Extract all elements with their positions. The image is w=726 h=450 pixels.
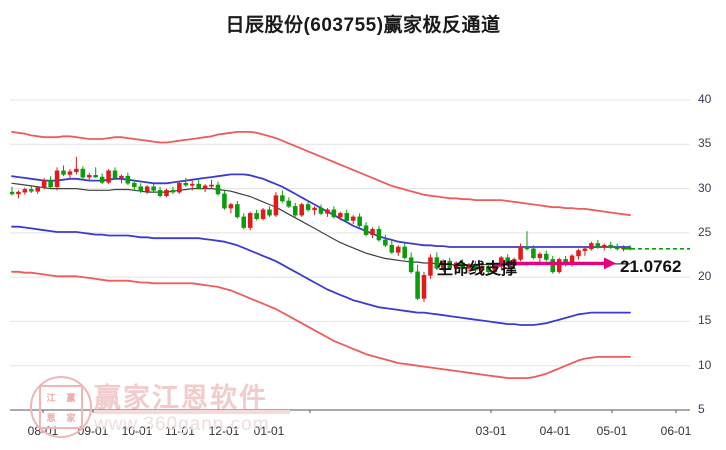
x-tick-03-01: 03-01 <box>475 424 507 438</box>
price-chart[interactable] <box>10 95 690 413</box>
y-tick-20: 20 <box>698 269 712 284</box>
series-2 <box>11 182 631 266</box>
x-tick-05-01: 05-01 <box>596 424 628 438</box>
gridlines <box>10 99 690 411</box>
page-title: 日辰股份(603755)赢家极反通道 <box>225 15 501 36</box>
y-tick-10: 10 <box>698 357 712 372</box>
series-0 <box>11 131 631 216</box>
x-tick-04-01: 04-01 <box>539 424 571 438</box>
x-tick-12-01: 12-01 <box>208 424 240 438</box>
x-tick-08-01: 08-01 <box>27 424 59 438</box>
support-arrow <box>493 257 616 270</box>
y-tick-25: 25 <box>698 224 712 239</box>
y-tick-15: 15 <box>698 313 712 328</box>
y-tick-35: 35 <box>698 136 712 151</box>
support-annotation-label: 生命线支撑 <box>437 261 518 278</box>
series-4 <box>11 270 631 379</box>
x-tick-09-01: 09-01 <box>77 424 109 438</box>
x-tick-01-01: 01-01 <box>253 424 285 438</box>
chart-canvas[interactable] <box>10 95 690 413</box>
x-tick-11-01: 11-01 <box>165 424 195 438</box>
y-tick-30: 30 <box>698 180 712 195</box>
x-tick-06-01: 06-01 <box>660 424 692 438</box>
x-tick-10-01: 10-01 <box>121 424 153 438</box>
y-tick-40: 40 <box>698 92 712 106</box>
price-callout-label: 21.0762 <box>620 257 682 276</box>
series-3 <box>11 225 631 326</box>
candlesticks <box>10 156 633 302</box>
y-tick-5: 5 <box>698 402 705 416</box>
